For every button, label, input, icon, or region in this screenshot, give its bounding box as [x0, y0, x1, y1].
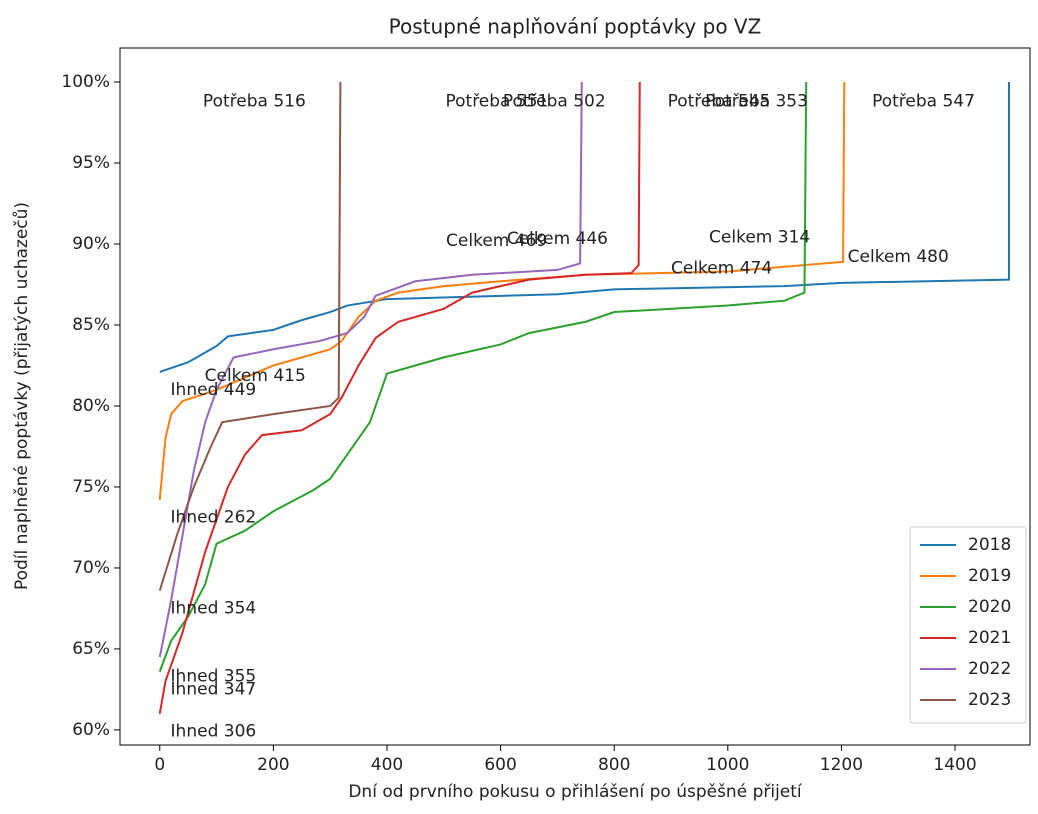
x-tick-label: 400	[371, 755, 403, 775]
annotation: Ihned 262	[171, 508, 257, 528]
line	[159, 82, 1010, 373]
y-tick-label: 60%	[72, 720, 110, 740]
legend-label: 2022	[968, 659, 1011, 679]
annotation: Potřeba 551	[445, 91, 548, 111]
line	[158, 82, 641, 714]
y-tick-label: 90%	[72, 234, 110, 254]
annotation: Potřeba 353	[705, 91, 808, 111]
annotation: Ihned 449	[171, 380, 257, 400]
annotation: Celkem 415	[205, 366, 306, 386]
x-tick-label: 1200	[820, 755, 863, 775]
y-axis-label: Podíl naplněné poptávky (přijatých uchaz…	[12, 202, 32, 590]
y-tick-label: 70%	[72, 558, 110, 578]
annotation: Ihned 355	[171, 666, 257, 686]
x-axis-label: Dní od prvního pokusu o přihlášení po ús…	[348, 782, 803, 802]
x-tick-label: 200	[257, 755, 289, 775]
annotation: Celkem 314	[709, 228, 810, 248]
line	[158, 82, 342, 591]
annotation: Potřeba 547	[872, 91, 975, 111]
y-tick-label: 75%	[72, 477, 110, 497]
annotation: Ihned 347	[171, 679, 257, 699]
legend-label: 2021	[968, 628, 1011, 648]
annotation: Potřeba 516	[203, 91, 306, 111]
annotation: Celkem 474	[671, 258, 772, 278]
line	[158, 82, 808, 672]
annotation: Celkem 480	[848, 247, 949, 267]
chart-title: Postupné naplňování poptávky po VZ	[389, 15, 762, 39]
y-tick-label: 80%	[72, 396, 110, 416]
x-tick-label: 1000	[706, 755, 749, 775]
legend-label: 2020	[968, 597, 1011, 617]
x-tick-label: 800	[598, 755, 630, 775]
plot-frame	[119, 47, 1031, 746]
y-tick-label: 100%	[61, 72, 110, 92]
legend-label: 2019	[968, 566, 1011, 586]
annotation: Celkem 446	[507, 229, 608, 249]
annotation: Celkem 469	[446, 231, 547, 251]
annotation: Ihned 306	[171, 722, 257, 742]
legend: 2018 2019 2020 2021 2022 2023	[909, 526, 1027, 724]
x-tick-label: 1400	[933, 755, 976, 775]
line	[158, 82, 583, 658]
annotation: Ihned 354	[171, 598, 257, 618]
annotation: Potřeba 502	[503, 91, 606, 111]
x-tick-label: 0	[154, 755, 165, 775]
x-tick-label: 600	[484, 755, 516, 775]
annotation: Potřeba 545	[668, 91, 771, 111]
y-tick-label: 65%	[72, 639, 110, 659]
y-tick-label: 95%	[72, 153, 110, 173]
legend-label: 2023	[968, 690, 1011, 710]
line	[158, 82, 846, 501]
y-tick-label: 85%	[72, 315, 110, 335]
legend-label: 2018	[968, 535, 1011, 555]
